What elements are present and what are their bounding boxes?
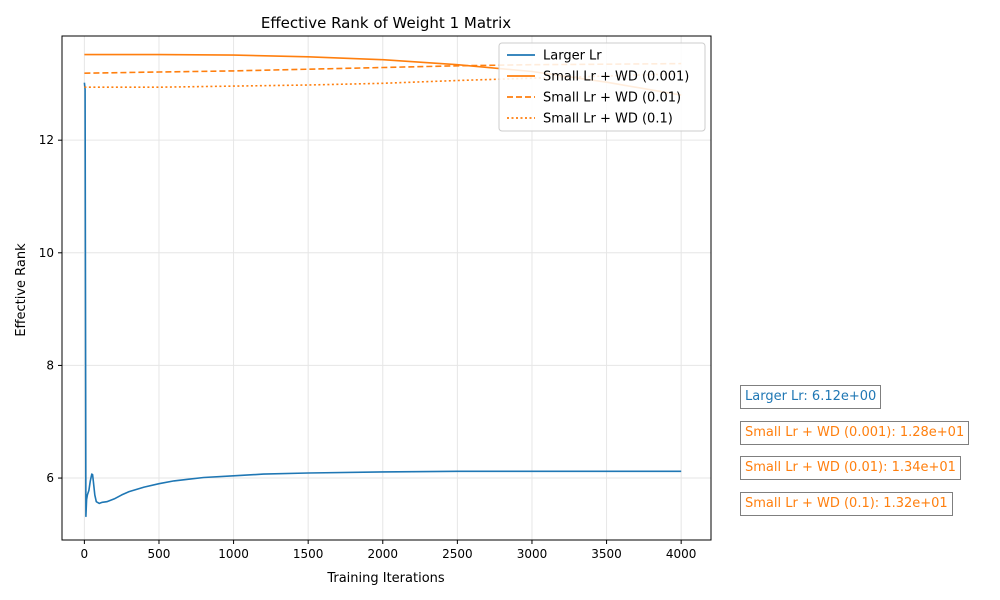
- legend-label: Small Lr + WD (0.01): [543, 91, 681, 106]
- y-tick-label: 10: [39, 246, 54, 260]
- x-tick-label: 1500: [293, 547, 324, 561]
- x-tick-label: 3500: [591, 547, 622, 561]
- legend-label: Larger Lr: [543, 49, 602, 64]
- annotation-small-lr-wd-0001: Small Lr + WD (0.001): 1.28e+01: [740, 421, 970, 445]
- x-axis-label: Training Iterations: [326, 571, 445, 586]
- x-tick-label: 500: [148, 547, 171, 561]
- annotation-small-lr-wd-001: Small Lr + WD (0.01): 1.34e+01: [740, 456, 961, 480]
- y-axis-label: Effective Rank: [14, 243, 29, 337]
- annotation-small-lr-wd-01: Small Lr + WD (0.1): 1.32e+01: [740, 492, 953, 516]
- x-tick-label: 2000: [367, 547, 398, 561]
- plot-frame: [61, 35, 712, 541]
- x-tick-label: 1000: [218, 547, 249, 561]
- x-tick-label: 0: [81, 547, 89, 561]
- x-tick-label: 4000: [666, 547, 697, 561]
- legend: Larger Lr Small Lr + WD (0.001) Small Lr +…: [498, 42, 706, 132]
- annotation-larger-lr: Larger Lr: 6.12e+00: [740, 385, 882, 409]
- legend-label: Small Lr + WD (0.1): [543, 112, 673, 127]
- chart-title: Effective Rank of Weight 1 Matrix: [261, 14, 511, 32]
- x-tick-label: 2500: [442, 547, 473, 561]
- y-tick-label: 6: [46, 471, 54, 485]
- series-line-0: [83, 82, 682, 518]
- legend-box: [498, 42, 706, 132]
- series-line-3: [84, 72, 682, 88]
- axis-ticks: 0 500 1000 1500 2000 2500 3000 3500 4000 6 8 10 12: [39, 133, 697, 561]
- y-tick-label: 8: [46, 358, 54, 372]
- y-tick-label: 12: [39, 133, 54, 147]
- x-tick-label: 3000: [517, 547, 548, 561]
- legend-label: Small Lr + WD (0.001): [543, 70, 689, 85]
